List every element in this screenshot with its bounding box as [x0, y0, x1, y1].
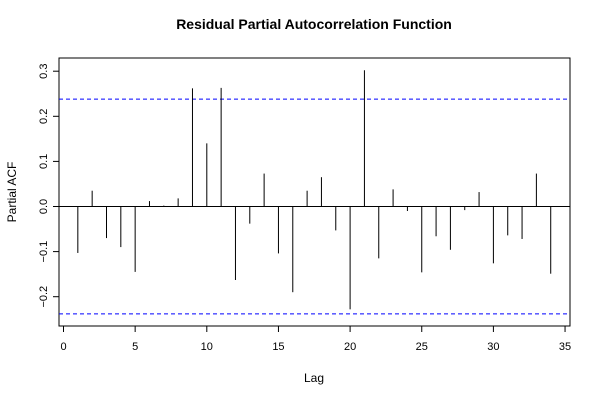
y-tick-label: 0.2 [38, 109, 50, 124]
x-tick-label: 25 [416, 341, 428, 353]
x-axis: 0 5 10 15 20 25 30 35 [60, 325, 571, 353]
y-tick-label: 0.0 [38, 199, 50, 214]
x-tick-label: 30 [487, 341, 499, 353]
y-tick-label: −0.2 [38, 286, 50, 308]
y-tick-label: −0.1 [38, 241, 50, 263]
plot-frame [58, 57, 571, 327]
confidence-limits [59, 98, 570, 315]
x-tick-label: 10 [201, 341, 213, 353]
x-tick-label: 15 [272, 341, 284, 353]
x-tick-label: 20 [344, 341, 356, 353]
pacf-spikes [77, 70, 552, 310]
x-tick-label: 0 [60, 341, 66, 353]
y-axis: −0.2 −0.1 0.0 0.1 0.2 0.3 [38, 64, 60, 308]
y-tick-label: 0.1 [38, 154, 50, 169]
x-tick-label: 5 [132, 341, 138, 353]
chart-title: Residual Partial Autocorrelation Functio… [176, 16, 452, 32]
y-tick-label: 0.3 [38, 64, 50, 79]
x-tick-label: 35 [559, 341, 571, 353]
y-axis-label: Partial ACF [5, 162, 19, 223]
x-axis-label: Lag [304, 371, 324, 385]
